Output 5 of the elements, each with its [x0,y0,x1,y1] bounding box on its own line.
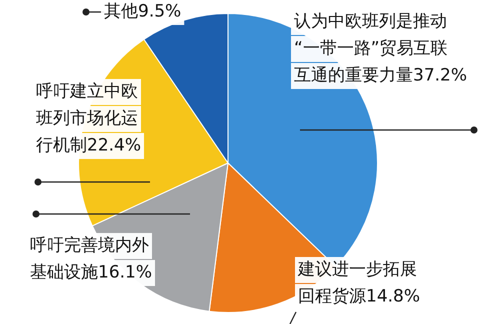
slice-label: 其他9.5% [104,1,182,22]
slice-label: 建议进一步拓展回程货源14.8% [297,259,420,306]
slice-label: 呼吁完善境内外基础设施16.1% [30,235,152,282]
slice-label: 呼吁建立中欧班列市场化运行机制22.4% [36,81,142,156]
slice-label: 认为中欧班列是推动“一带一路”贸易互联互通的重要力量37.2% [294,11,468,86]
